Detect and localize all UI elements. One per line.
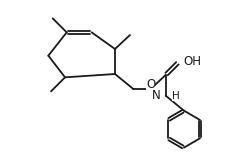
Text: OH: OH bbox=[184, 55, 202, 68]
Text: H: H bbox=[172, 91, 179, 101]
Text: N: N bbox=[152, 89, 161, 102]
Text: O: O bbox=[146, 78, 155, 91]
